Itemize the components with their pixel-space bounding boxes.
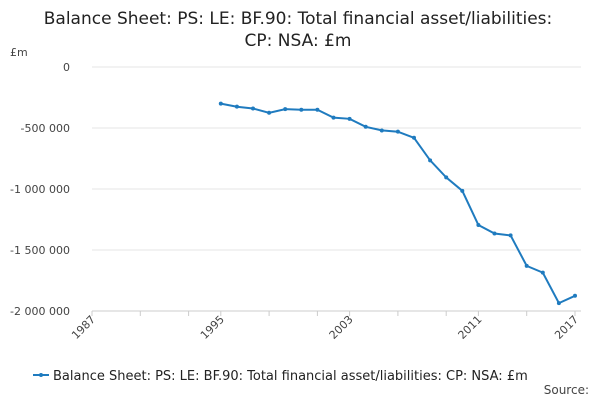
data-series [218,101,577,306]
data-point [218,101,223,106]
chart-title-line-1: Balance Sheet: PS: LE: BF.90: Total fina… [44,9,553,29]
data-point [508,233,513,238]
data-point [573,293,577,298]
data-point [299,107,304,112]
legend-label: Balance Sheet: PS: LE: BF.90: Total fina… [53,369,528,384]
y-axis-tick-labels: 0 -500 000 -1 000 000 -1 500 000 -2 000 000 [10,61,70,318]
data-point [428,158,433,163]
data-point [476,222,481,227]
data-point [363,124,368,129]
x-tick-label: 1987 [69,313,98,342]
data-point [315,107,320,112]
y-tick-label: -2 000 000 [10,305,70,318]
y-tick-label: -1 000 000 [10,183,70,196]
chart-title-line-2: CP: NSA: £m [245,31,352,51]
data-point [234,104,239,109]
data-point [347,116,352,121]
data-point [283,107,288,112]
data-point [379,128,384,133]
x-tick-label: 1995 [198,313,227,342]
legend[interactable]: Balance Sheet: PS: LE: BF.90: Total fina… [33,369,528,384]
y-tick-label: -1 500 000 [10,244,70,257]
legend-point-marker [39,373,43,377]
x-tick-label: 2003 [327,313,356,342]
data-point [460,188,465,193]
data-point [395,129,400,134]
data-point [556,301,561,306]
source-label: Source: [544,383,589,397]
x-tick-label: 2011 [456,313,485,342]
data-point [540,270,545,275]
x-tick-label: 2017 [552,313,581,342]
y-tick-label: -500 000 [21,122,70,135]
data-point [267,110,272,115]
data-point [251,106,255,111]
gridlines [92,66,581,251]
data-point [524,263,529,268]
y-axis-unit-label: £m [10,46,28,59]
data-point [412,135,416,140]
data-point [444,175,449,180]
data-point [492,231,497,236]
y-tick-label: 0 [63,61,70,74]
x-axis-ticks: 1987 1995 2003 2011 2017 [69,311,581,342]
data-point [331,115,336,120]
